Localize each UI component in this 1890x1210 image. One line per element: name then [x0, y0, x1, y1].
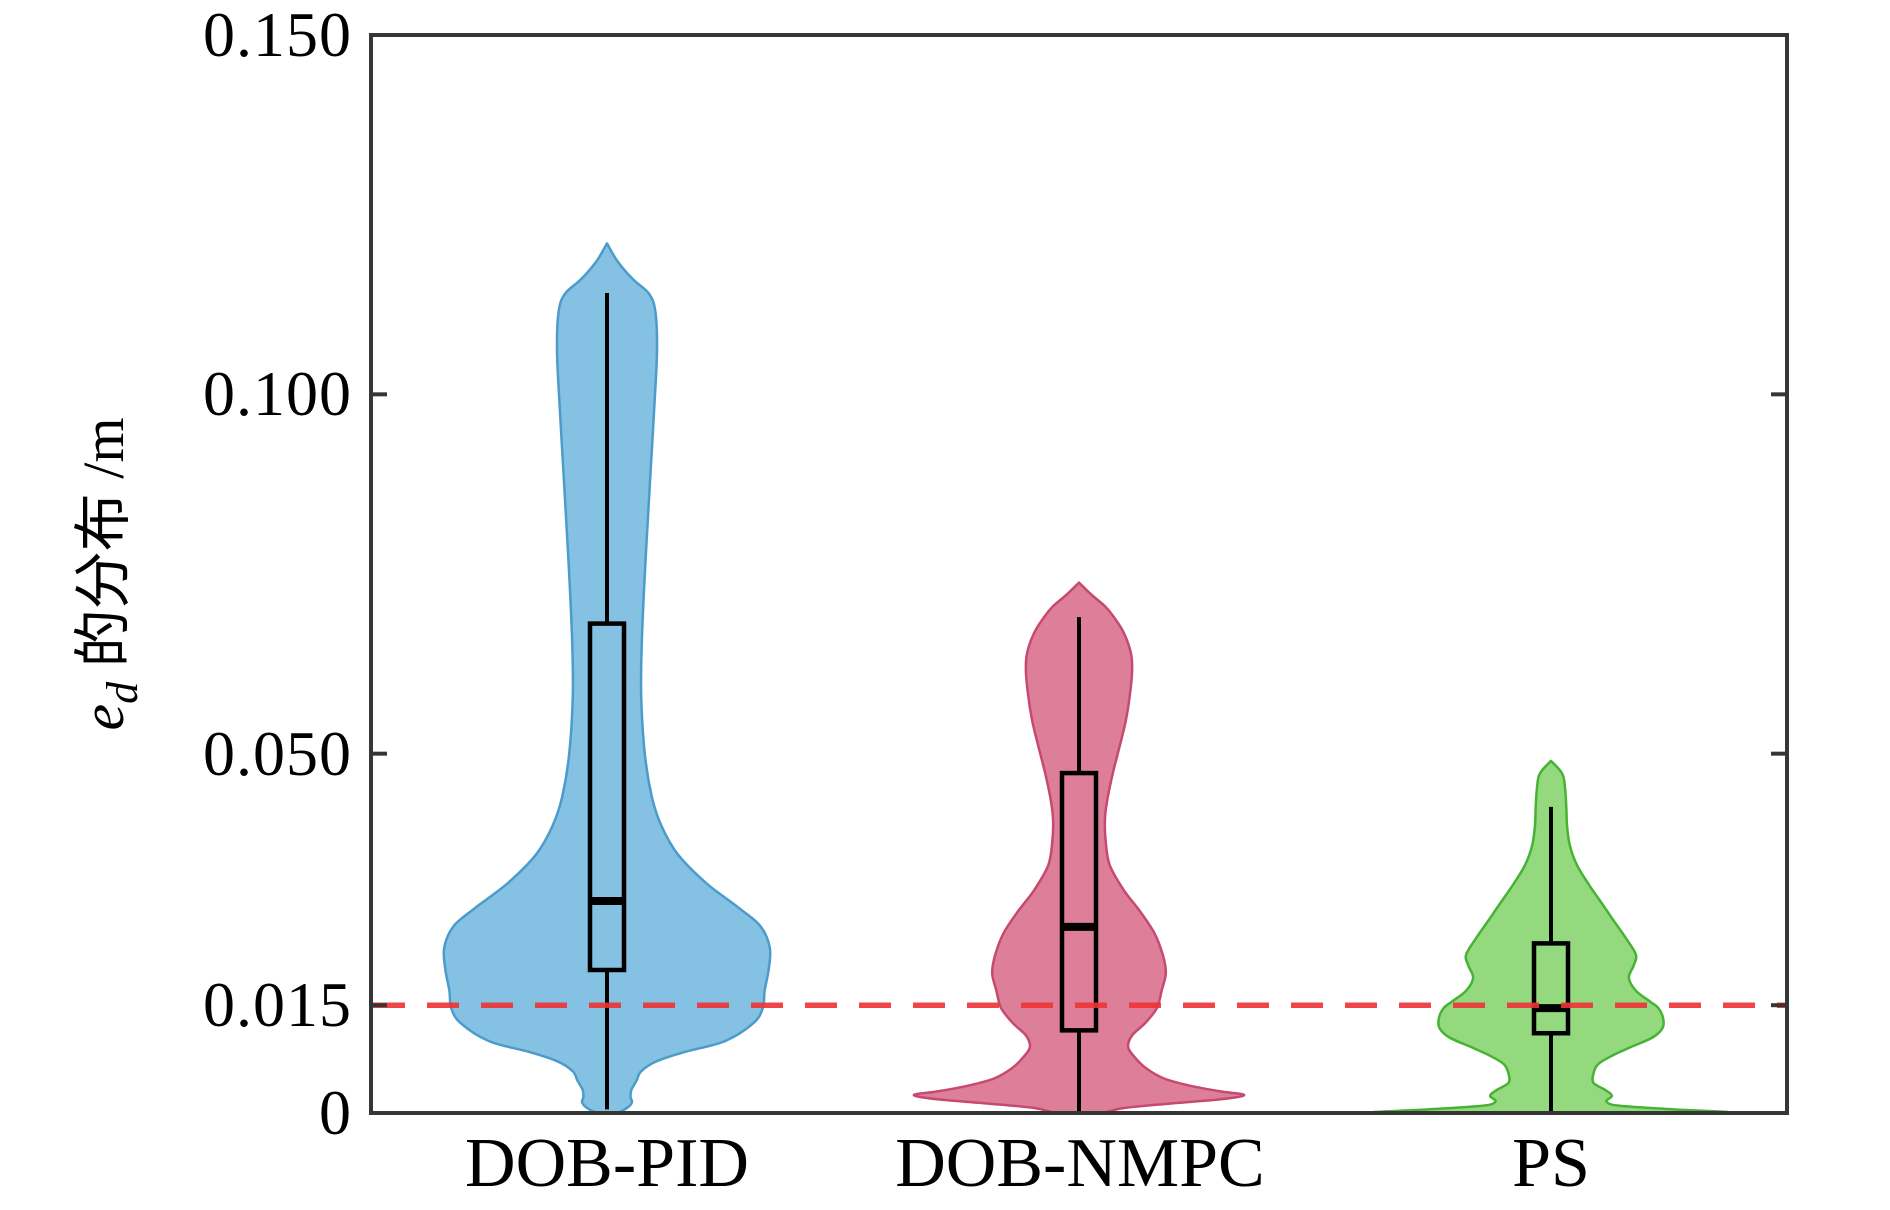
box-ps — [1531, 941, 1571, 1036]
y-axis-label-text: 的分布 — [71, 478, 136, 682]
y-axis-label: ed 的分布 /m — [63, 124, 147, 1024]
y-tick-label-0015: 0.015 — [203, 969, 352, 1040]
x-category-label-dob-pid: DOB-PID — [465, 1125, 749, 1202]
box-dob-pid — [587, 621, 627, 973]
violin-dob-pid — [442, 242, 772, 1113]
y-tick-label-0150: 0.150 — [203, 0, 352, 70]
y-ticks-layer — [371, 33, 1787, 1008]
violin-dob-nmpc — [912, 581, 1246, 1113]
y-tick-label-0: 0 — [319, 1077, 352, 1148]
x-category-label-dob-nmpc: DOB-NMPC — [895, 1125, 1265, 1202]
axes-frame — [369, 33, 1789, 1115]
x-category-label-ps: PS — [1512, 1125, 1590, 1202]
box-dob-nmpc — [1059, 770, 1099, 1033]
violin-bodies-layer — [442, 242, 1732, 1113]
y-tick-label-0100: 0.100 — [203, 358, 352, 429]
y-axis-label-unit: /m — [71, 417, 136, 479]
y-tick-label-0050: 0.050 — [203, 718, 352, 789]
box-whisker-layer — [587, 293, 1571, 1113]
y-axis-label-subscript: d — [98, 681, 147, 704]
